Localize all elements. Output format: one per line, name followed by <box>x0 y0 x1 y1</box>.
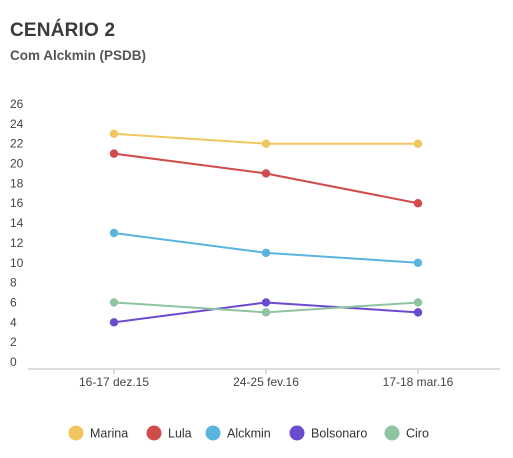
legend-label: Alckmin <box>227 427 271 441</box>
legend-item-marina[interactable]: Marina <box>68 425 129 441</box>
legend-label: Lula <box>168 427 192 441</box>
data-point-alckmin[interactable] <box>261 248 271 258</box>
y-tick-label: 0 <box>10 355 17 369</box>
data-point-lula[interactable] <box>261 169 271 178</box>
data-point-lula[interactable] <box>109 149 119 158</box>
y-tick-label: 16 <box>10 196 24 210</box>
y-tick-label: 26 <box>10 97 24 111</box>
y-tick-label: 6 <box>10 295 17 309</box>
legend-label: Marina <box>90 427 128 441</box>
legend-swatch <box>205 425 221 441</box>
y-tick-label: 10 <box>10 256 24 270</box>
legend-swatch <box>289 425 305 441</box>
series-lula <box>109 149 423 208</box>
data-point-lula[interactable] <box>413 199 423 208</box>
data-point-marina[interactable] <box>261 139 271 148</box>
data-point-bolsonaro[interactable] <box>413 308 423 317</box>
legend-swatch <box>146 425 162 441</box>
series-bolsonaro <box>109 298 423 327</box>
legend-item-alckmin[interactable]: Alckmin <box>205 425 271 441</box>
legend-label: Ciro <box>406 427 429 441</box>
data-point-bolsonaro[interactable] <box>109 318 119 327</box>
data-point-alckmin[interactable] <box>413 258 423 267</box>
chart-subtitle: Com Alckmin (PSDB) <box>10 48 147 63</box>
series-line-alckmin <box>113 232 419 264</box>
legend-item-lula[interactable]: Lula <box>146 425 192 441</box>
legend-label: Bolsonaro <box>311 427 367 441</box>
legend-item-bolsonaro[interactable]: Bolsonaro <box>289 425 368 441</box>
x-tick-label: 17-18 mar.16 <box>383 375 454 389</box>
y-tick-label: 20 <box>10 157 24 171</box>
series-ciro <box>109 298 423 317</box>
x-axis: 16-17 dez.15 24-25 fev.16 17-18 mar.16 <box>79 369 454 389</box>
data-point-bolsonaro[interactable] <box>261 298 271 307</box>
data-point-alckmin[interactable] <box>109 228 119 238</box>
y-tick-label: 4 <box>10 315 17 329</box>
series-marina <box>109 129 423 148</box>
data-point-ciro[interactable] <box>261 308 271 317</box>
y-tick-label: 22 <box>10 137 24 151</box>
chart-title: CENÁRIO 2 <box>10 20 116 41</box>
data-point-ciro[interactable] <box>413 298 423 307</box>
y-tick-label: 12 <box>10 236 24 250</box>
data-point-marina[interactable] <box>413 139 423 148</box>
legend-swatch <box>68 425 84 441</box>
y-tick-label: 8 <box>10 276 17 290</box>
y-tick-label: 14 <box>10 216 24 230</box>
legend-swatch <box>384 425 400 441</box>
series-line-lula <box>113 152 419 205</box>
legend-item-ciro[interactable]: Ciro <box>384 425 429 441</box>
series-alckmin <box>109 228 423 267</box>
y-tick-label: 24 <box>10 117 24 131</box>
series-layer <box>109 129 423 327</box>
data-point-marina[interactable] <box>109 129 119 138</box>
x-tick-label: 16-17 dez.15 <box>79 375 149 389</box>
legend: Marina Lula Alckmin Bolsonaro Ciro <box>68 425 429 441</box>
data-point-ciro[interactable] <box>109 298 119 307</box>
y-tick-label: 18 <box>10 176 24 190</box>
y-tick-label: 2 <box>10 335 17 349</box>
x-tick-label: 24-25 fev.16 <box>233 375 299 389</box>
